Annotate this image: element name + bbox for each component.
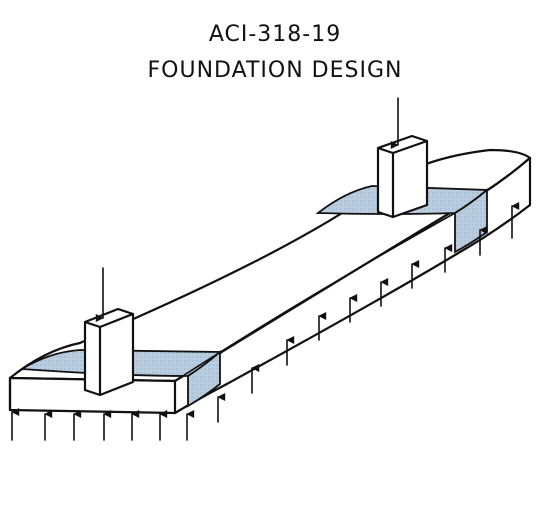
title-line-1: ACI-318-19 <box>208 22 342 47</box>
column-right <box>376 134 429 219</box>
footing-ridge-line <box>174 212 456 382</box>
soil-pressure-arrows <box>11 202 520 441</box>
footing-side-face <box>8 156 532 415</box>
shaded-band-left-side <box>187 350 221 408</box>
column-left <box>83 307 135 397</box>
title-line-2: FOUNDATION DESIGN <box>147 58 403 83</box>
